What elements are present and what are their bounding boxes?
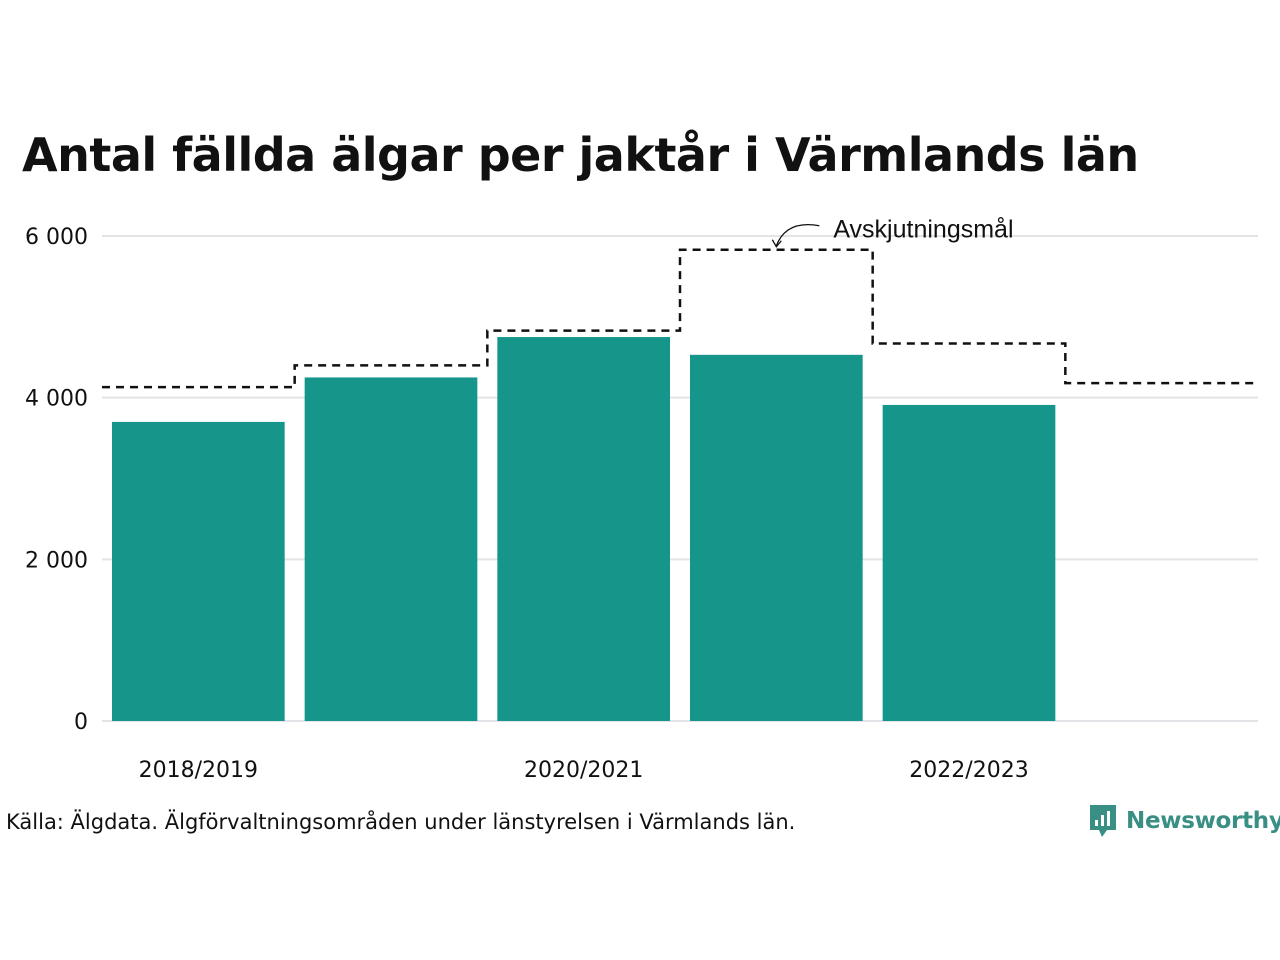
- newsworthy-logo-icon: [1090, 805, 1116, 837]
- y-tick-label: 4 000: [25, 387, 88, 412]
- y-tick-label: 0: [74, 710, 88, 735]
- chart-title: Antal fällda älgar per jaktår i Värmland…: [22, 128, 1139, 182]
- bar: [497, 337, 670, 721]
- axis-labels: 0 2 000 4 000 6 000 2018/2019 2020/2021 2022/2…: [25, 216, 1029, 783]
- annotation-arrowhead: [771, 239, 782, 248]
- target-line-annotation: Avskjutningsmål: [833, 216, 1013, 244]
- target-line: [102, 248, 1258, 389]
- gridlines: [102, 235, 1258, 722]
- y-tick-label: 6 000: [25, 225, 88, 250]
- brand-logo: Newsworthy: [1088, 803, 1280, 839]
- bars: [112, 337, 1056, 721]
- bar: [304, 377, 478, 721]
- bar: [112, 421, 285, 721]
- brand-name: Newsworthy: [1126, 808, 1280, 834]
- annotation-arrow: [775, 224, 820, 246]
- x-tick-label: 2022/2023: [909, 758, 1028, 783]
- x-tick-label: 2020/2021: [524, 758, 643, 783]
- source-note: Källa: Älgdata. Älgförvaltningsområden u…: [6, 810, 796, 834]
- bar: [882, 404, 1056, 721]
- target-line-layer: [102, 248, 1258, 389]
- bar: [690, 354, 863, 721]
- x-tick-label: 2018/2019: [139, 758, 258, 783]
- y-tick-label: 2 000: [25, 548, 88, 573]
